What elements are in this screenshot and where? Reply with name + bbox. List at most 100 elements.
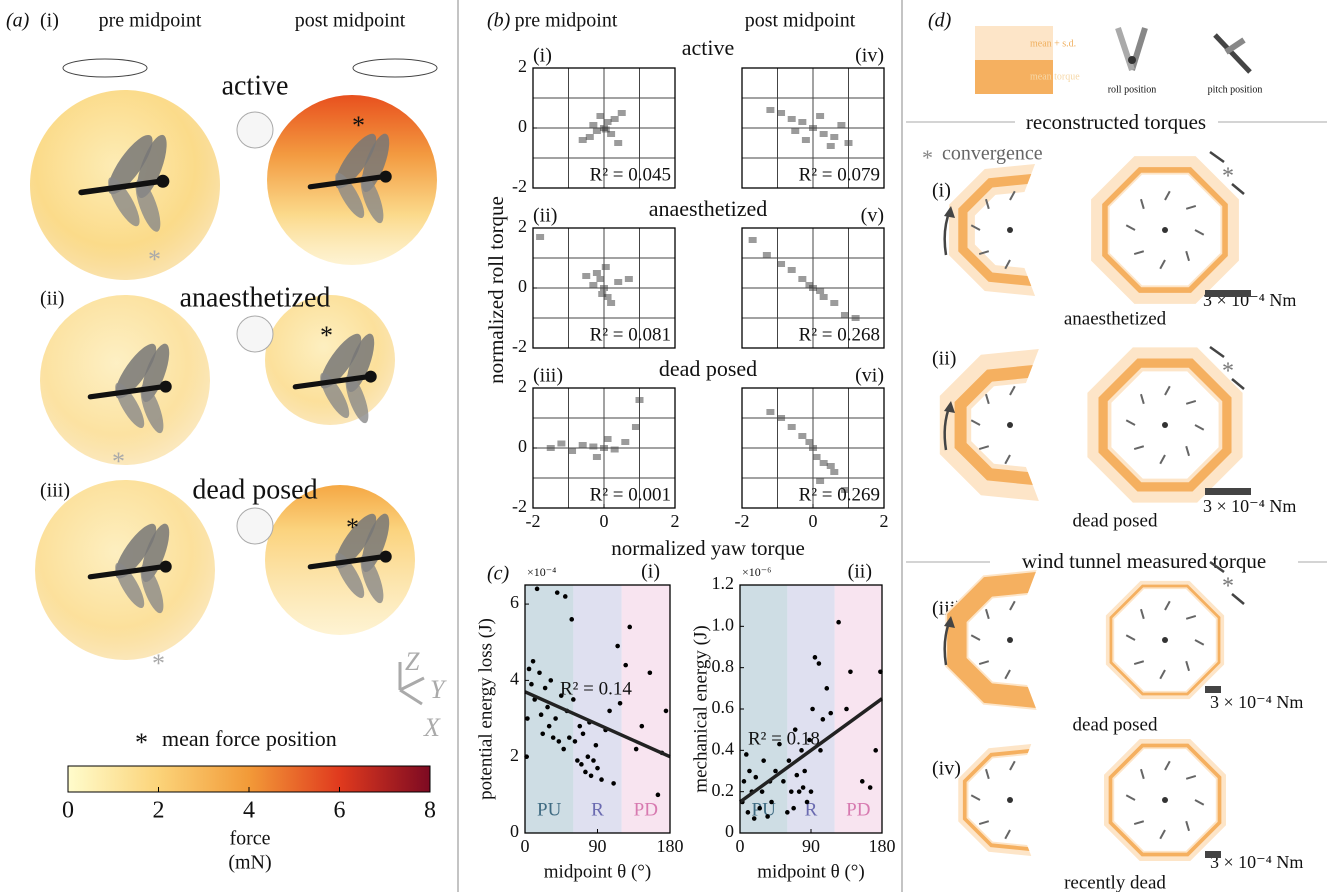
- histogram-cell: [602, 127, 610, 133]
- histogram-cell: [798, 119, 806, 125]
- histogram-cell: [805, 439, 813, 445]
- axis-letter: X: [423, 713, 441, 742]
- pose-icon: [1186, 821, 1189, 831]
- pose-icon: [1186, 401, 1196, 404]
- annotation: R² = 0.14: [560, 678, 632, 699]
- data-point: [801, 785, 806, 790]
- data-point: [623, 663, 628, 668]
- histogram-cell: [611, 447, 619, 453]
- center-dot: [1162, 797, 1168, 803]
- pose-icon: [986, 609, 989, 619]
- y-tick-label: 2: [510, 745, 519, 765]
- x-tick-label: -2: [526, 511, 541, 531]
- panel-sublabel: (iv): [855, 45, 884, 67]
- data-point: [860, 779, 865, 784]
- histogram-cell: [607, 300, 615, 306]
- data-point: [543, 686, 548, 691]
- data-point: [828, 711, 833, 716]
- data-point: [573, 739, 578, 744]
- convergence-arrow: [1210, 347, 1224, 357]
- section-title: wind tunnel measured torque: [1022, 549, 1266, 573]
- histogram-cell: [813, 454, 821, 460]
- column-title: pre midpoint: [99, 10, 202, 32]
- data-point: [579, 762, 584, 767]
- histogram-cell: [582, 273, 590, 279]
- histogram-cell: [827, 463, 835, 469]
- annotation: R² = 0.081: [590, 324, 671, 345]
- histogram-cell: [568, 448, 576, 454]
- histogram-cell: [593, 270, 601, 276]
- scale-label: 3 × 10⁻⁴ Nm: [1210, 852, 1303, 872]
- histogram-cell: [602, 264, 610, 270]
- histogram-cell: [830, 300, 838, 306]
- y-tick-label: 4: [510, 669, 519, 689]
- pose-icon: [1186, 776, 1196, 779]
- histogram-cell: [788, 116, 796, 122]
- panel-sublabel: (v): [861, 205, 884, 227]
- histogram-cell: [604, 119, 612, 125]
- histogram-cell: [763, 252, 771, 258]
- data-point: [809, 789, 814, 794]
- scale-bar: [1205, 851, 1221, 858]
- histogram-cell: [788, 424, 796, 430]
- region: [835, 585, 882, 833]
- pose-icon: [979, 446, 989, 449]
- data-point: [563, 594, 568, 599]
- data-point: [664, 709, 669, 714]
- x-tick-label: 6: [334, 798, 346, 824]
- data-point: [586, 754, 591, 759]
- y-tick-label: 2: [518, 56, 527, 76]
- pose-icon: [1010, 601, 1015, 610]
- data-point: [531, 659, 536, 664]
- colorbar-unit: (mN): [228, 852, 271, 874]
- icon: [1128, 56, 1136, 64]
- histogram-cell: [749, 237, 757, 243]
- data-point: [848, 670, 853, 675]
- legend-text: mean torque: [1030, 71, 1080, 82]
- x-axis-label: midpoint θ (°): [544, 861, 651, 882]
- y-tick-label: 0.2: [712, 780, 735, 800]
- pose-icon: [1134, 821, 1144, 824]
- y-axis-label: potential energy loss (J): [475, 618, 496, 800]
- condition-title: dead posed: [192, 474, 317, 505]
- data-point: [607, 709, 612, 714]
- pose-icon: [1005, 830, 1010, 839]
- histogram-cell: [536, 234, 544, 240]
- data-point: [640, 724, 645, 729]
- pose-icon: [1010, 761, 1015, 770]
- histogram-cell: [788, 267, 796, 273]
- column-title: post midpoint: [295, 10, 406, 32]
- histogram-cell: [596, 113, 604, 119]
- data-point: [844, 707, 849, 712]
- pose-icon: [1165, 761, 1170, 770]
- pose-icon: [1195, 425, 1204, 430]
- panel-sublabel: (vi): [855, 365, 884, 387]
- force-marker: *: [152, 649, 165, 678]
- histogram-cell: [777, 110, 785, 116]
- histogram-cell: [820, 294, 828, 300]
- data-point: [810, 707, 815, 712]
- data-point: [868, 785, 873, 790]
- histogram-cell: [766, 107, 774, 113]
- row-caption: recently dead: [1064, 872, 1166, 892]
- y-axis-label: mechanical energy (J): [690, 625, 711, 792]
- torque-ring: [947, 572, 1036, 708]
- pose-icon: [1126, 635, 1135, 640]
- histogram-cell: [798, 276, 806, 282]
- data-point: [769, 800, 774, 805]
- force-marker: *: [112, 447, 125, 476]
- icon-caption: pitch position: [1208, 84, 1263, 95]
- pose-icon: [1165, 601, 1170, 610]
- histogram-cell: [586, 134, 594, 140]
- icon: [1215, 35, 1250, 72]
- page: {"panel_a": {"label": "(a)", "pre": "pre…: [0, 0, 1327, 892]
- pose-icon: [971, 635, 980, 640]
- y-tick-label: 0: [518, 116, 527, 136]
- data-point: [575, 758, 580, 763]
- x-tick-label: 0: [521, 836, 530, 856]
- x-tick-label: 0: [62, 798, 74, 824]
- data-point: [746, 810, 751, 815]
- region: [573, 585, 621, 833]
- data-point: [791, 806, 796, 811]
- annotation: R² = 0.268: [799, 324, 880, 345]
